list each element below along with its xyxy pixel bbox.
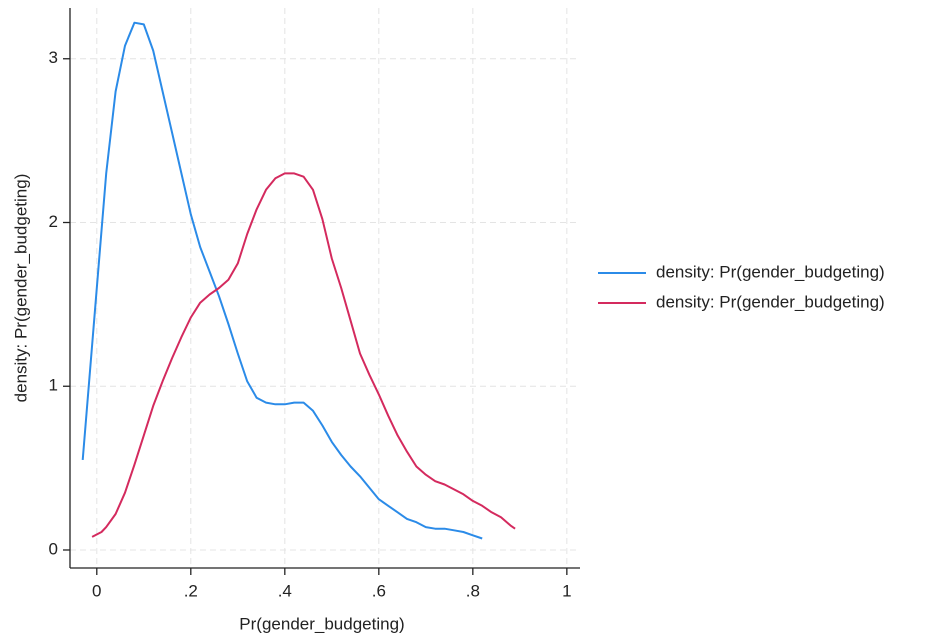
y-tick-label: 0 (49, 539, 58, 558)
y-tick-label: 2 (49, 212, 58, 231)
x-tick-label: .2 (184, 581, 198, 600)
x-tick-label: .6 (372, 581, 386, 600)
density-line (81, 21, 483, 540)
y-tick-label: 1 (49, 376, 58, 395)
legend-label: density: Pr(gender_budgeting) (656, 292, 885, 311)
x-tick-label: 1 (562, 581, 571, 600)
x-tick-label: .8 (466, 581, 480, 600)
legend-label: density: Pr(gender_budgeting) (656, 262, 885, 281)
x-tick-label: 0 (92, 581, 101, 600)
density-line (91, 172, 516, 538)
x-tick-label: .4 (278, 581, 292, 600)
y-tick-label: 3 (49, 48, 58, 67)
y-axis-label: density: Pr(gender_budgeting) (11, 174, 30, 403)
x-axis-label: Pr(gender_budgeting) (239, 614, 404, 633)
